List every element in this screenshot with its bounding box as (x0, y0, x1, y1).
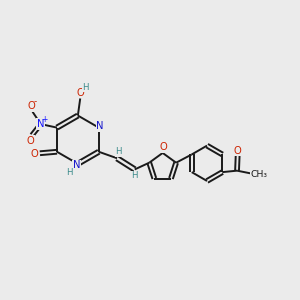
Text: H: H (115, 147, 122, 156)
Text: O: O (234, 146, 242, 156)
Text: H: H (82, 83, 89, 92)
Text: -: - (34, 97, 37, 106)
Text: O: O (27, 101, 35, 111)
Text: O: O (27, 136, 34, 146)
Text: H: H (131, 171, 137, 180)
Text: N: N (37, 119, 44, 129)
Text: N: N (73, 160, 80, 170)
Text: N: N (97, 121, 104, 131)
Text: H: H (66, 168, 73, 177)
Text: O: O (159, 142, 167, 152)
Text: +: + (42, 116, 48, 124)
Text: CH₃: CH₃ (251, 170, 268, 179)
Text: O: O (31, 149, 38, 159)
Text: O: O (77, 88, 85, 98)
